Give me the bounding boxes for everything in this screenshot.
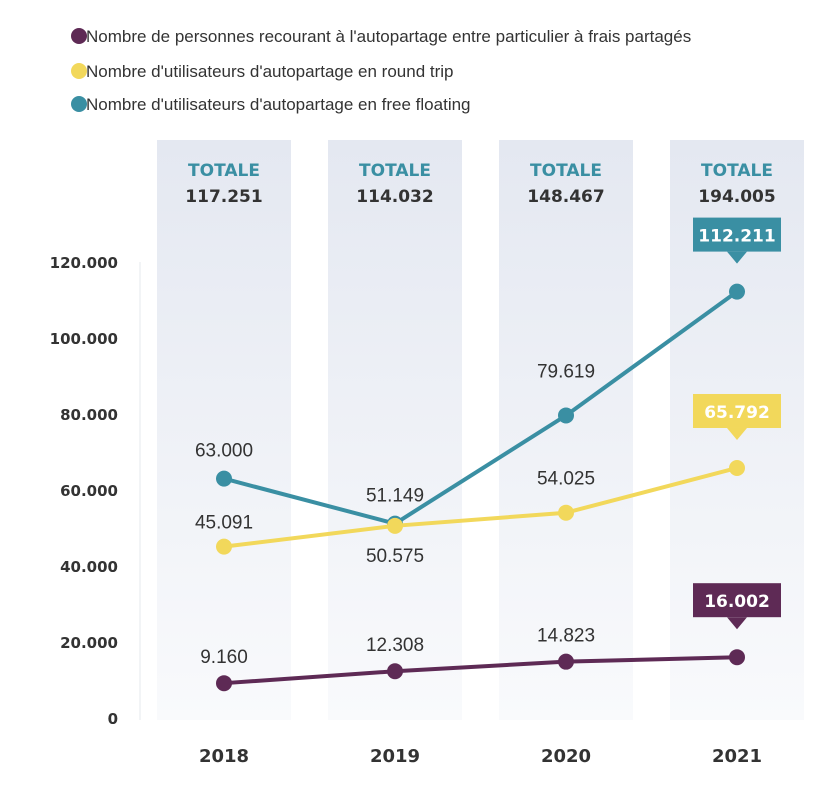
total-label-2020: TOTALE (530, 161, 602, 181)
series-1-point-2021 (729, 459, 745, 476)
series-line-0 (223, 655, 738, 686)
column-bg-2019 (328, 140, 462, 720)
x-tick-2019: 2019 (370, 746, 420, 767)
y-tick-120000: 120.000 (50, 254, 118, 272)
y-tick-60000: 60.000 (60, 482, 118, 500)
legend-label-0: Nombre de personnes recourant à l'autopa… (86, 27, 691, 46)
callout-box-series-0 (693, 583, 781, 618)
callout-box-series-1 (693, 393, 781, 428)
series-0-point-2021 (729, 649, 745, 666)
column-bg-2020 (499, 140, 633, 720)
data-label-series-0-2021: 16.002 (704, 592, 770, 612)
callout-box-series-2 (693, 217, 781, 252)
data-label-series-1-2020: 54.025 (537, 469, 595, 490)
series-1-point-2019 (387, 517, 403, 534)
data-label-series-1-2018: 45.091 (195, 513, 253, 534)
callout-pointer-series-2 (727, 251, 747, 264)
total-value-2018: 117.251 (185, 187, 262, 207)
series-2-point-2020 (558, 407, 574, 424)
data-labels: 9.160 12.308 14.823 16.002 45.091 50.575 54.02… (195, 217, 781, 668)
column-bg-2018 (157, 140, 291, 720)
y-axis: 0 20.000 40.000 60.000 80.000 100.000 120.000 (50, 254, 141, 728)
total-label-2021: TOTALE (701, 161, 773, 181)
total-label-2019: TOTALE (359, 161, 431, 181)
series-1-point-2020 (558, 504, 574, 521)
series-2-point-2018 (216, 470, 232, 487)
total-value-2020: 148.467 (527, 187, 604, 207)
data-label-series-2-2018: 63.000 (195, 441, 253, 462)
y-tick-20000: 20.000 (60, 634, 118, 652)
x-tick-2020: 2020 (541, 746, 591, 767)
data-label-series-1-2021: 65.792 (704, 403, 770, 423)
data-label-series-2-2020: 79.619 (537, 361, 595, 382)
series-0-point-2020 (558, 653, 574, 670)
series-0-point-2018 (216, 675, 232, 692)
data-label-series-0-2018: 9.160 (200, 647, 248, 668)
data-label-series-1-2019: 50.575 (366, 546, 424, 567)
y-tick-100000: 100.000 (50, 330, 118, 348)
y-tick-40000: 40.000 (60, 558, 118, 576)
legend-marker-1 (71, 63, 87, 79)
data-label-series-0-2020: 14.823 (537, 626, 595, 647)
callout-pointer-series-0 (727, 617, 747, 630)
data-label-series-0-2019: 12.308 (366, 635, 424, 656)
total-value-2019: 114.032 (356, 187, 433, 207)
y-tick-0: 0 (108, 710, 118, 728)
x-tick-2021: 2021 (712, 746, 762, 767)
series-2-point-2021 (729, 283, 745, 300)
data-label-series-2-2021: 112.211 (698, 227, 775, 247)
callout-pointer-series-1 (727, 427, 747, 440)
series-1-point-2018 (216, 538, 232, 555)
total-label-2018: TOTALE (188, 161, 260, 181)
data-label-series-2-2019: 51.149 (366, 486, 424, 507)
legend-marker-2 (71, 96, 87, 112)
series-line-2 (223, 289, 739, 526)
y-tick-80000: 80.000 (60, 406, 118, 424)
legend-marker-0 (71, 28, 87, 44)
total-value-2021: 194.005 (698, 187, 775, 207)
series-line-1 (223, 466, 738, 549)
legend-label-1: Nombre d'utilisateurs d'autopartage en r… (86, 62, 453, 81)
legend: Nombre de personnes recourant à l'autopa… (71, 27, 691, 114)
series-0-point-2019 (387, 663, 403, 680)
x-tick-2018: 2018 (199, 746, 249, 767)
series-lines (216, 283, 745, 692)
year-columns: TOTALE 117.251 2018 TOTALE 114.032 2019 TOTALE… (157, 140, 804, 767)
legend-label-2: Nombre d'utilisateurs d'autopartage en f… (86, 95, 471, 114)
